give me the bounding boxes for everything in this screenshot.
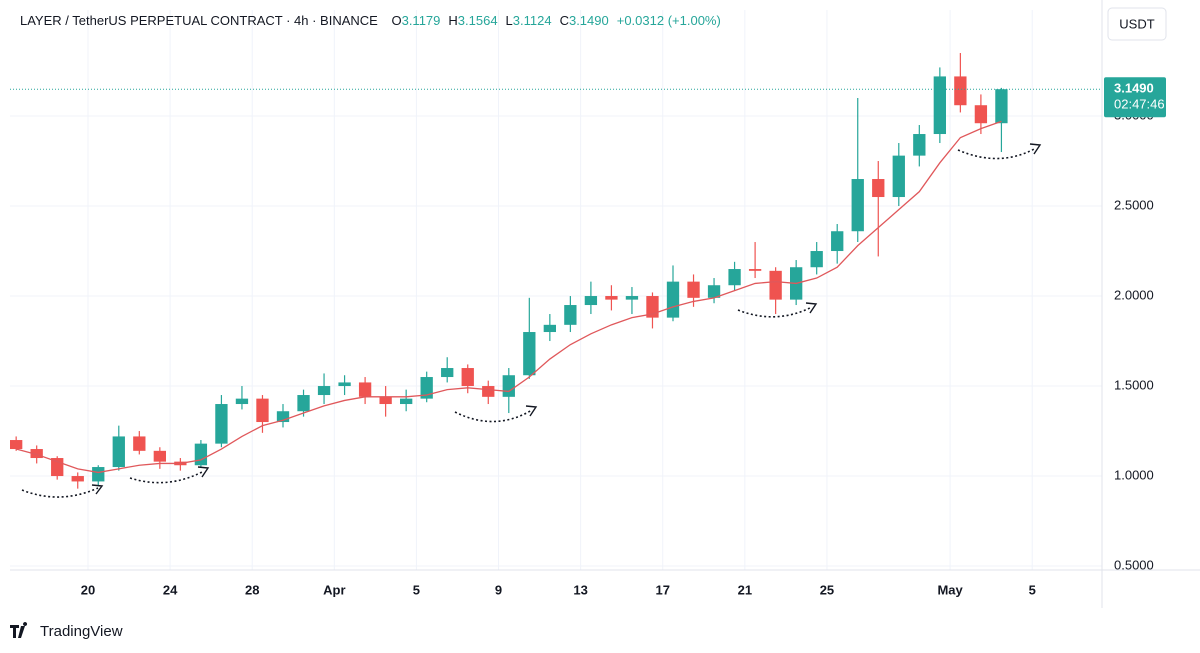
y-tick-label: 2.0000 — [1114, 287, 1154, 302]
y-tick-label: 2.5000 — [1114, 197, 1154, 212]
candle-body — [666, 281, 680, 318]
candle-body — [10, 440, 23, 450]
legend-key: H — [448, 13, 457, 28]
candle-body — [420, 377, 433, 399]
candle-body — [400, 398, 413, 405]
candle-body — [564, 305, 577, 325]
candle-body — [995, 89, 1008, 124]
symbol-title: LAYER / TetherUS PERPETUAL CONTRACT · 4h… — [20, 13, 378, 28]
legend-value: 3.1490 — [569, 13, 609, 28]
curve-arrow — [957, 147, 1037, 160]
candle-body — [338, 382, 351, 387]
moving-average — [15, 120, 1002, 474]
x-tick-label: Apr — [323, 582, 345, 597]
candle-body — [769, 270, 782, 300]
arrow-head — [805, 302, 818, 314]
candle-body — [728, 269, 741, 286]
candle-body — [256, 398, 269, 423]
x-tick-label: 28 — [245, 582, 259, 597]
candle-body — [707, 285, 721, 298]
candle-body — [605, 296, 618, 300]
price-tag-value: 3.1490 — [1114, 81, 1154, 96]
x-tick-label: 21 — [738, 582, 752, 597]
candle-body — [194, 443, 208, 466]
currency-box[interactable] — [1107, 7, 1167, 41]
x-tick-label: 5 — [1029, 582, 1036, 597]
candle-body — [523, 332, 536, 376]
candle-body — [30, 449, 43, 459]
candle-body — [482, 386, 495, 397]
candle-body — [892, 155, 905, 198]
candle-body — [974, 105, 988, 124]
legend-key: L — [506, 13, 513, 28]
logo-icon — [10, 622, 28, 638]
candle-body — [913, 134, 926, 156]
curve-arrow — [454, 409, 533, 423]
x-tick-label: 24 — [163, 582, 178, 597]
x-tick-label: 5 — [413, 582, 420, 597]
candle-body — [954, 76, 967, 106]
brand: TradingView — [40, 623, 123, 640]
candle-body — [748, 269, 762, 271]
legend: LAYER / TetherUS PERPETUAL CONTRACT · 4h… — [20, 13, 721, 28]
x-tick-label: 20 — [81, 582, 95, 597]
legend-value: 3.1124 — [513, 13, 552, 28]
x-tick-label: 17 — [656, 582, 670, 597]
brand-logo: TradingView — [10, 622, 123, 640]
price-tag-countdown: 02:47:46 — [1114, 97, 1165, 112]
candle-body — [872, 179, 885, 198]
x-tick-label: 9 — [495, 582, 502, 597]
arrow-head — [91, 484, 104, 495]
candle-body — [358, 382, 372, 397]
currency: USDT — [1119, 16, 1154, 31]
candle-body — [441, 368, 454, 378]
candle-body — [687, 281, 700, 298]
candle-body — [112, 436, 125, 468]
candle-body — [153, 450, 166, 462]
legend-value: 3.1179 — [402, 13, 441, 28]
curve-arrow — [737, 306, 813, 318]
candle-body — [71, 476, 84, 482]
candle-body — [933, 76, 946, 135]
candle-body — [133, 436, 146, 451]
candle-body — [235, 398, 249, 405]
legend-key: O — [391, 13, 401, 28]
candle-body — [502, 375, 515, 397]
candle-body — [625, 296, 639, 300]
y-tick-label: 1.0000 — [1114, 467, 1154, 482]
grid: 0.50001.00001.50002.00002.50003.00002024… — [10, 10, 1154, 597]
candle-body — [276, 411, 290, 423]
curve-arrow — [129, 470, 205, 484]
candle-body — [317, 386, 331, 396]
curve-arrow — [21, 487, 99, 498]
candle-body — [646, 296, 659, 318]
candle-body — [461, 368, 474, 387]
arrow-head — [1029, 143, 1042, 155]
candle-body — [379, 396, 392, 405]
legend-key: C — [560, 13, 569, 28]
candle-body — [543, 324, 556, 333]
candle-body — [584, 296, 598, 306]
arrow-head — [525, 405, 538, 417]
legend-change: +0.0312 (+1.00%) — [617, 13, 721, 28]
arrows — [21, 143, 1042, 498]
candle-body — [215, 404, 228, 444]
x-tick-label: May — [937, 582, 963, 597]
legend-value: 3.1564 — [458, 13, 498, 28]
x-tick-label: 25 — [820, 582, 834, 597]
candle-body — [810, 251, 823, 268]
candle-body — [831, 231, 844, 252]
plot — [10, 53, 1102, 489]
candle-body — [851, 179, 864, 232]
y-tick-label: 1.5000 — [1114, 377, 1154, 392]
candle-body — [297, 395, 310, 412]
x-tick-label: 13 — [573, 582, 587, 597]
candle-body — [92, 467, 105, 482]
y-tick-label: 0.5000 — [1114, 557, 1154, 572]
arrow-head — [197, 466, 210, 478]
price-tag-box — [1104, 77, 1166, 118]
